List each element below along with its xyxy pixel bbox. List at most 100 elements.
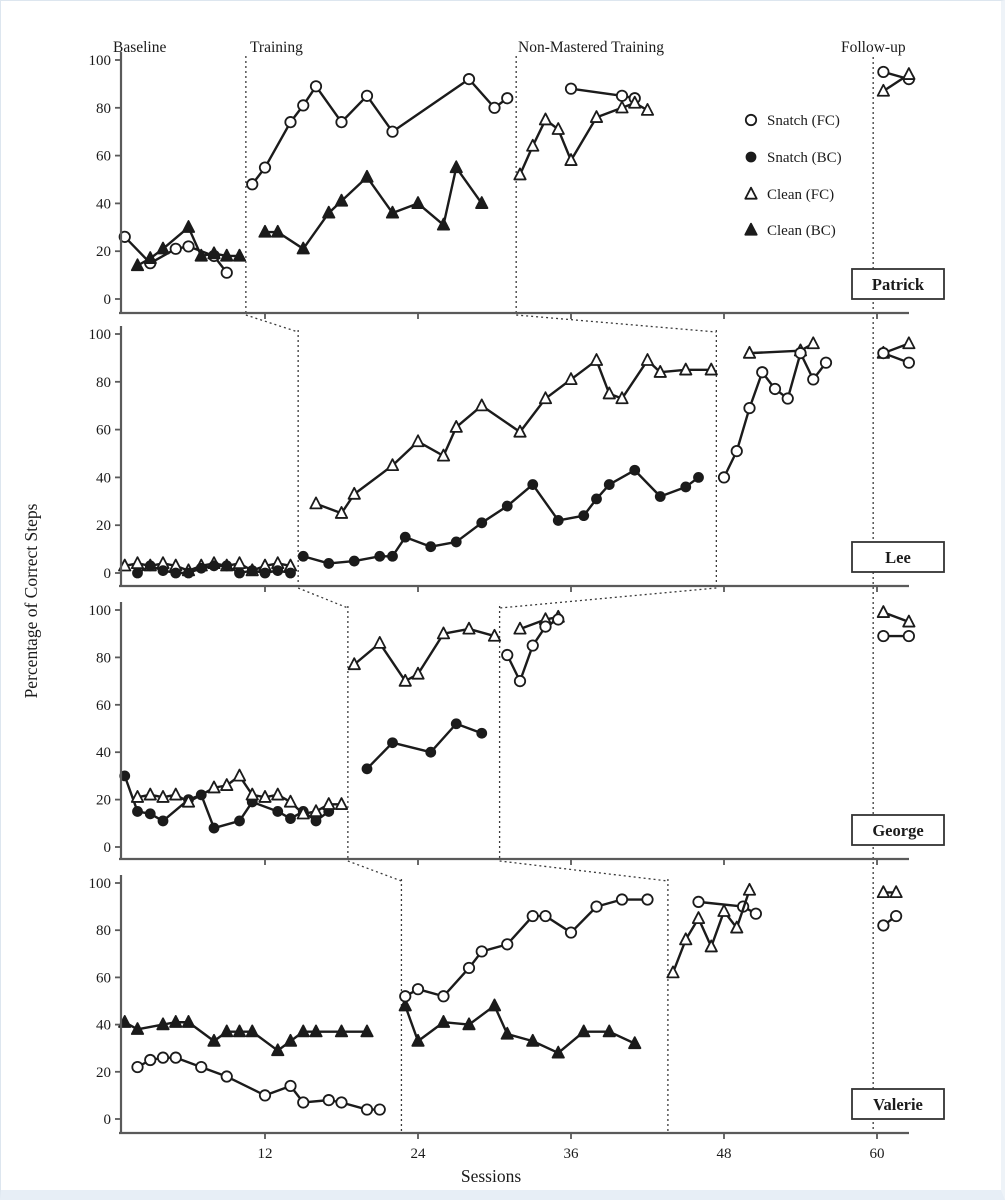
marker-circle-open [749, 907, 762, 920]
marker-triangle-open [691, 911, 706, 924]
marker-circle-open [156, 1051, 170, 1064]
marker-circle-open [360, 1103, 374, 1116]
x-tick-label: 36 [564, 1146, 580, 1162]
marker-circle-open [437, 990, 450, 1003]
marker-triangle-filled [296, 1024, 310, 1038]
marker-triangle-filled [130, 1022, 145, 1035]
marker-circle-open [297, 1096, 310, 1109]
marker-circle-open [131, 1060, 144, 1074]
marker-triangle-filled [232, 1024, 247, 1038]
marker-triangle-filled [360, 169, 374, 183]
y-tick-label: 60 [96, 698, 111, 714]
marker-circle-filled [501, 500, 513, 512]
marker-triangle-open [704, 939, 718, 953]
marker-circle-filled [387, 550, 398, 562]
marker-circle-open [246, 178, 259, 191]
marker-triangle-open [876, 605, 890, 618]
marker-circle-filled [348, 555, 360, 567]
marker-circle-open [513, 674, 527, 688]
phase-labels: Baseline Training Non-Mastered Training Fol… [113, 39, 906, 56]
marker-circle-open [552, 613, 565, 626]
marker-triangle-open [513, 424, 527, 438]
marker-triangle-open [628, 95, 642, 109]
marker-circle-open [399, 990, 412, 1003]
marker-triangle-open [347, 657, 361, 671]
subject-box-george [851, 814, 945, 846]
series-line-clean-fc-baseline [136, 774, 343, 816]
y-tick-label: 20 [96, 793, 111, 809]
marker-circle-open [717, 471, 731, 484]
y-tick-label: 40 [96, 745, 111, 761]
marker-circle-open [902, 356, 915, 369]
marker-circle-filled [552, 515, 564, 526]
subject-label-lee: Lee [885, 548, 911, 567]
marker-circle-filled [374, 550, 386, 562]
marker-circle-open [462, 73, 476, 86]
marker-triangle-filled [181, 220, 196, 233]
marker-circle-open [220, 1070, 233, 1083]
marker-triangle-open [169, 787, 183, 801]
series-snatch-fc [131, 893, 903, 1116]
marker-circle-filled [450, 536, 462, 548]
x-tick-label: 48 [717, 1146, 732, 1162]
marker-circle-open [526, 639, 539, 652]
marker-triangle-open [806, 336, 820, 350]
marker-circle-open [297, 99, 310, 112]
marker-circle-filled [144, 808, 156, 820]
marker-circle-open [462, 961, 476, 975]
legend-item-snatch-bc: Snatch (BC) [745, 150, 842, 166]
marker-circle-open [615, 89, 629, 102]
marker-triangle-open [589, 110, 604, 123]
y-tick-label: 40 [96, 1018, 111, 1034]
marker-triangle-filled [143, 251, 157, 264]
marker-circle-filled [208, 822, 220, 834]
phase-label-non-mastered-training: Non-Mastered Training [518, 39, 664, 56]
marker-triangle-filled [169, 1015, 183, 1028]
y-tick-label: 0 [104, 292, 112, 308]
marker-triangle-filled [296, 241, 310, 255]
marker-triangle-filled [449, 160, 463, 174]
marker-triangle-filled [500, 1026, 514, 1040]
marker-triangle-open [156, 790, 170, 803]
marker-circle-filled [259, 567, 271, 579]
marker-triangle-filled [258, 224, 272, 238]
marker-circle-open [501, 648, 514, 662]
y-axis-title: Percentage of Correct Steps [21, 503, 41, 698]
marker-triangle-open [538, 112, 553, 126]
marker-triangle-filled [487, 998, 502, 1012]
marker-triangle-filled [194, 248, 208, 262]
marker-circle-filled [246, 565, 258, 577]
legend-label-clean-fc: Clean (FC) [767, 187, 834, 203]
marker-triangle-filled [156, 1017, 170, 1031]
marker-circle-filled [450, 718, 462, 730]
marker-circle-open [258, 161, 272, 174]
marker-triangle-open [347, 486, 361, 500]
marker-triangle-filled [436, 1015, 451, 1028]
marker-circle-open [539, 620, 552, 633]
marker-circle-filled [323, 558, 335, 569]
x-tick-label: 60 [870, 1146, 885, 1162]
marker-circle-open [118, 230, 131, 243]
marker-triangle-open [653, 365, 667, 378]
marker-circle-filled [603, 479, 615, 490]
marker-circle-open [819, 356, 833, 369]
marker-triangle-filled [181, 1015, 196, 1028]
marker-circle-open [768, 382, 782, 396]
marker-triangle-open [602, 386, 616, 400]
marker-circle-filled [425, 541, 437, 553]
marker-triangle-open [615, 391, 629, 405]
panel-valerie: 0 20 40 60 80 100 12 24 36 48 60 Valerie [89, 875, 945, 1162]
marker-triangle-filled [271, 224, 285, 238]
marker-circle-filled [476, 727, 488, 739]
marker-circle-open [258, 1089, 272, 1102]
marker-circle-filled [234, 567, 245, 579]
marker-circle-filled [221, 560, 233, 572]
series-snatch-fc [717, 347, 915, 484]
marker-circle-open [488, 101, 501, 114]
marker-circle-filled [272, 806, 284, 817]
y-tick-label: 60 [96, 149, 111, 165]
panel-george: 0 20 40 60 80 100 George [89, 602, 945, 865]
marker-circle-open [386, 125, 399, 138]
